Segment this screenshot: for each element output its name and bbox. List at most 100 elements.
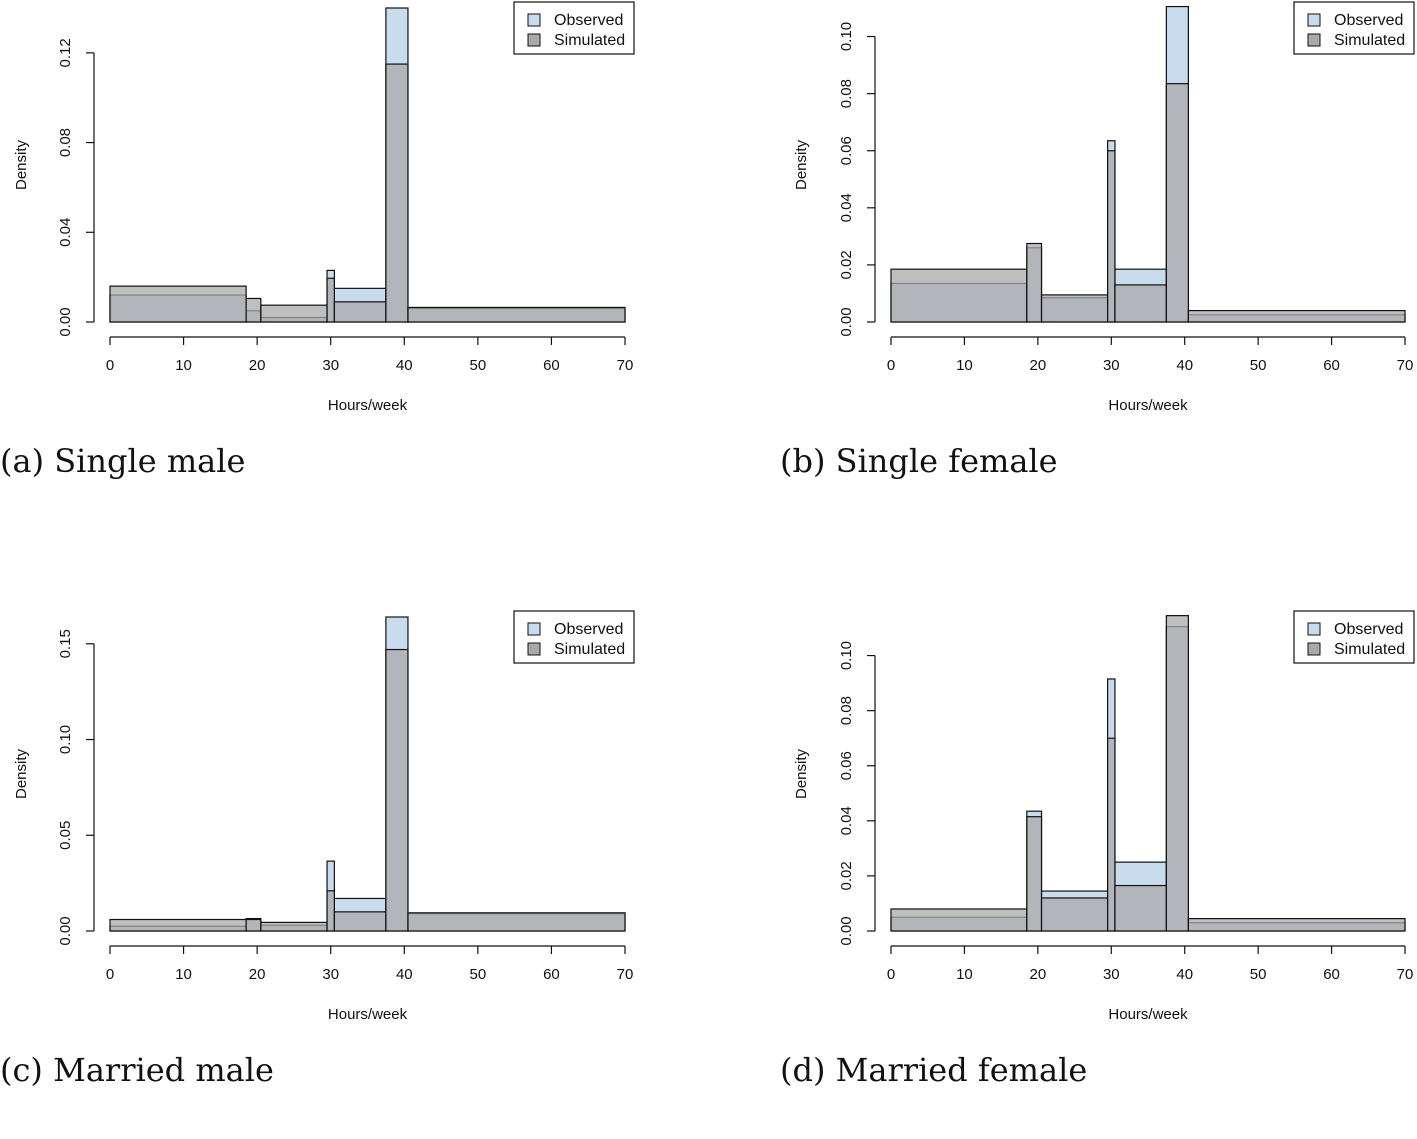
legend-label-simulated: Simulated — [1334, 32, 1405, 49]
legend-label-simulated: Simulated — [1334, 641, 1405, 658]
x-tick-label: 60 — [543, 357, 560, 374]
series-observed — [109, 7, 626, 323]
x-tick-label: 70 — [617, 357, 634, 374]
legend-swatch-simulated — [527, 642, 541, 656]
y-tick-label: 0.04 — [838, 806, 855, 835]
x-tick-label: 10 — [956, 357, 973, 374]
caption-single-female: (b) Single female — [780, 442, 1058, 480]
x-tick-label: 50 — [470, 357, 487, 374]
y-tick-label: 0.00 — [57, 916, 74, 945]
legend-swatch-simulated — [527, 33, 541, 47]
bar-simulated-5 — [385, 63, 409, 323]
panel-single-male: 0.00 0.04 0.08 0.12 Density 0 10 20 30 40 50 60 70 Ho… — [0, 0, 700, 530]
y-tick-label: 0.00 — [57, 307, 74, 336]
y-tick-label: 0.10 — [838, 641, 855, 670]
bar-simulated-5 — [1165, 615, 1189, 932]
y-axis-label: Density — [793, 139, 810, 190]
x-tick-label: 50 — [1250, 966, 1267, 983]
y-tick-label: 0.08 — [838, 696, 855, 725]
bar-simulated-4 — [333, 301, 387, 323]
x-tick-label: 10 — [956, 966, 973, 983]
y-tick-label: 0.08 — [838, 79, 855, 108]
x-axis-label: Hours/week — [1108, 397, 1188, 414]
histogram-single-female: 0.00 0.02 0.04 0.06 0.08 0.10 Density 0 10 20 30 40… — [793, 1, 1415, 414]
x-tick-label: 10 — [175, 357, 192, 374]
y-tick-label: 0.08 — [57, 128, 74, 157]
panel-single-female: 0.00 0.02 0.04 0.06 0.08 0.10 Density 0 10 20 30 40… — [780, 0, 1417, 530]
caption-married-female: (d) Married female — [780, 1051, 1088, 1089]
legend-swatch-observed — [527, 13, 541, 27]
bar-simulated-0 — [109, 918, 247, 932]
bar-simulated-0 — [890, 908, 1028, 932]
x-tick-label: 0 — [887, 966, 895, 983]
bar-simulated-2 — [1040, 897, 1109, 932]
y-axis-label: Density — [793, 748, 810, 799]
bar-simulated-4 — [1114, 284, 1167, 323]
x-tick-label: 30 — [322, 966, 339, 983]
x-tick-label: 60 — [1323, 357, 1340, 374]
bar-simulated-2 — [260, 921, 328, 932]
legend-label-observed: Observed — [1334, 621, 1403, 638]
legend-label-observed: Observed — [554, 621, 623, 638]
x-tick-label: 50 — [470, 966, 487, 983]
series-observed — [109, 616, 626, 932]
y-axis-label: Density — [13, 139, 30, 190]
legend-swatch-observed — [1307, 13, 1321, 27]
legend: Observed Simulated — [1293, 610, 1415, 664]
y-tick-label: 0.02 — [838, 861, 855, 890]
legend-label-observed: Observed — [554, 12, 623, 29]
bar-simulated-4 — [333, 911, 387, 932]
y-tick-label: 0.00 — [838, 307, 855, 336]
x-tick-label: 20 — [1030, 357, 1047, 374]
y-tick-label: 0.04 — [838, 193, 855, 222]
bar-simulated-0 — [109, 285, 247, 323]
histogram-single-male: 0.00 0.04 0.08 0.12 Density 0 10 20 30 40 50 60 70 Ho… — [13, 1, 635, 414]
y-tick-label: 0.00 — [838, 916, 855, 945]
bar-simulated-1 — [1026, 242, 1043, 323]
x-tick-label: 70 — [1397, 966, 1414, 983]
x-tick-label: 20 — [249, 966, 266, 983]
y-tick-label: 0.10 — [838, 22, 855, 51]
x-axis-label: Hours/week — [328, 1006, 408, 1023]
x-tick-label: 70 — [1397, 357, 1414, 374]
x-tick-label: 10 — [175, 966, 192, 983]
bar-simulated-3 — [1107, 150, 1116, 323]
y-tick-label: 0.04 — [57, 218, 74, 247]
bar-simulated-6 — [407, 912, 626, 932]
x-tick-label: 30 — [1103, 357, 1120, 374]
bar-simulated-3 — [1107, 737, 1116, 932]
legend-swatch-simulated — [1307, 33, 1321, 47]
bar-simulated-0 — [890, 268, 1028, 323]
x-tick-label: 20 — [249, 357, 266, 374]
panel-married-male: 0.00 0.05 0.10 0.15 Density 0 10 20 30 40 50 60 70 Ho… — [0, 609, 700, 1139]
x-tick-label: 70 — [617, 966, 634, 983]
bar-simulated-6 — [1187, 309, 1406, 323]
histogram-married-female: 0.00 0.02 0.04 0.06 0.08 0.10 Density 0 10 20 30 40… — [793, 610, 1415, 1023]
y-tick-label: 0.06 — [838, 751, 855, 780]
x-tick-label: 30 — [1103, 966, 1120, 983]
x-tick-label: 40 — [1176, 966, 1193, 983]
bar-simulated-1 — [1026, 816, 1043, 932]
x-tick-label: 40 — [1176, 357, 1193, 374]
bar-simulated-1 — [245, 918, 262, 932]
bar-simulated-2 — [260, 304, 328, 323]
x-tick-label: 40 — [396, 357, 413, 374]
x-tick-label: 50 — [1250, 357, 1267, 374]
x-tick-label: 30 — [322, 357, 339, 374]
x-tick-label: 40 — [396, 966, 413, 983]
bar-simulated-1 — [245, 297, 262, 323]
x-tick-label: 0 — [887, 357, 895, 374]
y-tick-label: 0.12 — [57, 38, 74, 67]
x-axis-label: Hours/week — [328, 397, 408, 414]
bar-simulated-5 — [385, 648, 409, 932]
caption-single-male: (a) Single male — [0, 442, 246, 480]
y-axis-label: Density — [13, 748, 30, 799]
panel-married-female: 0.00 0.02 0.04 0.06 0.08 0.10 Density 0 10 20 30 40… — [780, 609, 1417, 1139]
series-simulated — [890, 83, 1406, 323]
y-tick-label: 0.10 — [57, 725, 74, 754]
legend-swatch-simulated — [1307, 642, 1321, 656]
bar-simulated-6 — [407, 306, 626, 323]
legend-label-simulated: Simulated — [554, 641, 625, 658]
figure: 0.00 0.04 0.08 0.12 Density 0 10 20 30 40 50 60 70 Ho… — [0, 0, 1417, 1089]
bar-simulated-2 — [1040, 294, 1109, 323]
